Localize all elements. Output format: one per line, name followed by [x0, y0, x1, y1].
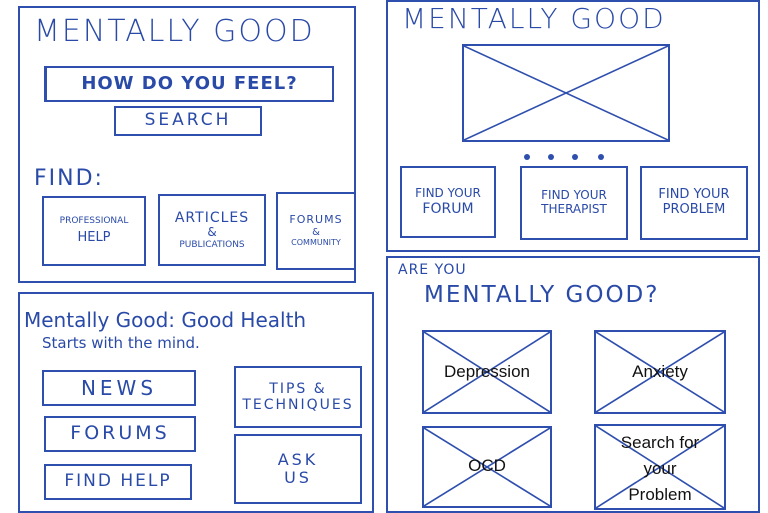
tile-label-line: your: [643, 459, 677, 478]
hero-image-placeholder: [462, 44, 670, 142]
card-line: PROBLEM: [662, 202, 726, 217]
carousel-dot[interactable]: [598, 154, 604, 160]
card-line: ARTICLES: [174, 209, 250, 226]
forums-button[interactable]: FORUMS: [44, 416, 196, 452]
tile-label-line: Problem: [628, 485, 692, 504]
carousel-dot[interactable]: [548, 154, 554, 160]
intro-text: ARE YOU: [398, 262, 467, 278]
search-problem-tile[interactable]: Search for your Problem: [594, 424, 726, 510]
tile-label: OCD: [468, 456, 506, 475]
find-forum-card[interactable]: FIND YOUR FORUM: [400, 166, 496, 238]
articles-card[interactable]: ARTICLES & PUBLICATIONS: [158, 194, 266, 266]
card-line: FIND YOUR: [658, 187, 730, 203]
menu-label: FORUMS: [70, 422, 170, 445]
search-button[interactable]: SEARCH: [114, 106, 262, 136]
page-title: Mentally Good: Good Health: [24, 308, 307, 332]
ask-us-button[interactable]: ASK US: [234, 434, 362, 504]
card-line: FORUMS: [289, 213, 343, 227]
tile-label: Search for your Problem: [596, 430, 724, 508]
page-heading: MENTALLY GOOD?: [424, 282, 660, 308]
professional-help-card[interactable]: PROFESSIONAL HELP: [42, 196, 146, 266]
news-button[interactable]: NEWS: [42, 370, 196, 406]
find-problem-card[interactable]: FIND YOUR PROBLEM: [640, 166, 748, 240]
find-therapist-card[interactable]: FIND YOUR THERAPIST: [520, 166, 628, 240]
menu-label: FIND HELP: [64, 471, 172, 492]
card-line: THERAPIST: [541, 202, 607, 216]
logo: MENTALLY GOOD: [34, 14, 315, 49]
feeling-search-input[interactable]: HOW DO YOU FEEL?: [44, 66, 334, 102]
find-label: FIND:: [34, 166, 104, 191]
tips-techniques-button[interactable]: TIPS & TECHNIQUES: [234, 366, 362, 428]
menu-label: ASK US: [277, 449, 319, 487]
menu-label: NEWS: [80, 375, 158, 400]
card-line: &: [207, 224, 217, 239]
card-line: &: [312, 226, 320, 238]
placeholder-cross-icon: [596, 332, 724, 412]
anxiety-tile[interactable]: Anxiety: [594, 330, 726, 414]
carousel-dot[interactable]: [524, 154, 530, 160]
search-button-label: SEARCH: [144, 110, 232, 131]
screen-problems: ARE YOU MENTALLY GOOD? Depression Anxiet…: [386, 256, 760, 513]
card-line: COMMUNITY: [291, 238, 341, 248]
ocd-tile[interactable]: OCD: [422, 426, 552, 508]
card-line: PUBLICATIONS: [179, 239, 245, 250]
menu-label: TIPS & TECHNIQUES: [242, 380, 354, 413]
forums-community-card[interactable]: FORUMS & COMMUNITY: [276, 192, 356, 270]
logo: MENTALLY GOOD: [402, 2, 666, 35]
screen-home: MENTALLY GOOD HOW DO YOU FEEL? SEARCH FI…: [18, 6, 356, 283]
placeholder-cross-icon: [464, 46, 668, 140]
search-prompt: HOW DO YOU FEEL?: [81, 72, 298, 94]
placeholder-cross-icon: [596, 426, 724, 508]
tile-label-line: Search for: [620, 433, 700, 452]
placeholder-cross-icon: [424, 332, 550, 412]
tile-label: Anxiety: [632, 362, 688, 381]
page-subtitle: Starts with the mind.: [42, 334, 200, 352]
tile-label: Depression: [444, 362, 530, 381]
placeholder-cross-icon: [424, 428, 550, 506]
screen-menu: Mentally Good: Good Health Starts with t…: [18, 292, 374, 513]
card-line: HELP: [77, 229, 111, 245]
card-line: FORUM: [422, 200, 474, 217]
carousel-dot[interactable]: [572, 154, 578, 160]
screen-landing: MENTALLY GOOD FIND YOUR FORUM FIND YOUR …: [386, 0, 760, 252]
card-line: FIND YOUR: [415, 186, 481, 201]
card-line: PROFESSIONAL: [59, 216, 129, 227]
card-line: FIND YOUR: [541, 188, 607, 203]
find-help-button[interactable]: FIND HELP: [44, 464, 192, 500]
depression-tile[interactable]: Depression: [422, 330, 552, 414]
